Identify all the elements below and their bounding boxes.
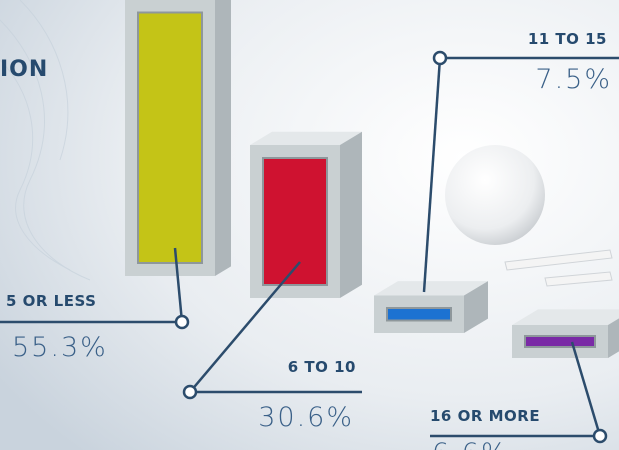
decor: [0, 0, 91, 281]
golf-ball: [445, 145, 545, 245]
title: ION: [0, 57, 48, 82]
bar: [524, 335, 596, 348]
bar: [137, 11, 203, 264]
bar-side: [215, 0, 231, 276]
leader-line: [173, 247, 184, 323]
category-label: 5 OR LESS: [6, 292, 96, 310]
category-label: 6 TO 10: [288, 358, 356, 376]
bar-side: [464, 281, 488, 333]
bar: [386, 307, 452, 322]
leader-dot: [174, 314, 190, 330]
bar: [262, 157, 328, 286]
bar-side: [340, 131, 362, 298]
bar-top: [250, 131, 362, 145]
value-label: 55.3%: [12, 332, 108, 363]
value-label: 7.5%: [535, 64, 612, 95]
leader-line: [570, 341, 602, 437]
bar-top: [512, 309, 619, 325]
category-label: 11 TO 15: [528, 30, 607, 48]
category-label: 16 OR MORE: [430, 407, 540, 425]
leader-dot: [182, 384, 198, 400]
tees: [504, 249, 613, 287]
leader-dot: [432, 50, 448, 66]
leader-dot: [592, 428, 608, 444]
value-label: 30.6%: [258, 402, 354, 433]
bar-side: [608, 318, 619, 358]
leader-line: [422, 57, 442, 293]
value-label: 6.6%: [432, 438, 509, 450]
bar-top: [374, 281, 488, 296]
leader-line: [189, 261, 301, 393]
